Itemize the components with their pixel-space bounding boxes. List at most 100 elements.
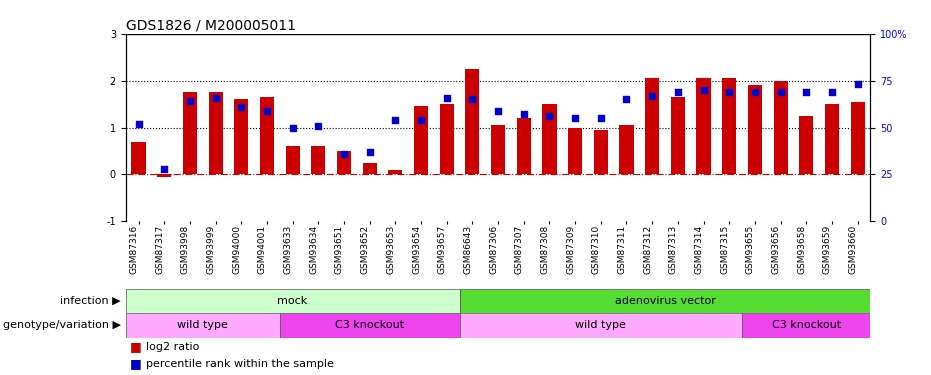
Text: GSM93634: GSM93634	[309, 225, 318, 274]
Bar	[466, 69, 479, 174]
Text: GSM93658: GSM93658	[797, 225, 806, 274]
Bar	[696, 78, 710, 174]
Text: GSM93660: GSM93660	[849, 225, 857, 274]
Text: GSM87307: GSM87307	[515, 225, 524, 274]
Bar	[619, 125, 634, 174]
Bar	[722, 78, 736, 174]
Point	[285, 124, 300, 130]
Text: GSM93999: GSM93999	[207, 225, 216, 274]
Point	[645, 93, 660, 99]
Point	[234, 104, 249, 110]
Text: log2 ratio: log2 ratio	[146, 342, 199, 352]
Bar	[362, 163, 377, 174]
Text: C3 knockout: C3 knockout	[335, 320, 404, 330]
Text: GSM93657: GSM93657	[438, 225, 447, 274]
Text: GSM87315: GSM87315	[721, 225, 729, 274]
Bar	[851, 102, 865, 174]
Bar	[286, 146, 300, 174]
Text: GSM93659: GSM93659	[823, 225, 832, 274]
Text: GSM87309: GSM87309	[566, 225, 575, 274]
Point	[362, 149, 377, 155]
Bar	[748, 86, 762, 174]
Text: infection ▶: infection ▶	[61, 296, 121, 306]
Point	[748, 89, 762, 95]
Bar	[742, 313, 870, 338]
Text: GSM93651: GSM93651	[335, 225, 344, 274]
Point	[799, 89, 814, 95]
Text: GSM93654: GSM93654	[412, 225, 421, 274]
Text: ■: ■	[129, 340, 142, 354]
Point	[413, 117, 428, 123]
Point	[260, 108, 275, 114]
Text: C3 knockout: C3 knockout	[772, 320, 841, 330]
Point	[465, 96, 479, 102]
Bar	[543, 104, 557, 174]
Point	[568, 115, 583, 121]
Point	[336, 151, 351, 157]
Text: adenovirus vector: adenovirus vector	[614, 296, 715, 306]
Text: wild type: wild type	[575, 320, 627, 330]
Bar	[568, 128, 582, 174]
Text: GSM93652: GSM93652	[360, 225, 370, 274]
Text: GSM87312: GSM87312	[643, 225, 653, 274]
Bar	[491, 125, 506, 174]
Bar	[126, 289, 460, 313]
Bar	[157, 174, 171, 177]
Text: GSM87316: GSM87316	[129, 225, 139, 274]
Point	[517, 111, 532, 117]
Text: GSM93998: GSM93998	[181, 225, 190, 274]
Text: percentile rank within the sample: percentile rank within the sample	[146, 359, 334, 369]
Bar	[825, 104, 839, 174]
Bar	[235, 99, 249, 174]
Text: GSM87310: GSM87310	[592, 225, 600, 274]
Point	[722, 89, 736, 95]
Bar	[774, 81, 788, 174]
Text: GSM87313: GSM87313	[668, 225, 678, 274]
Bar	[311, 146, 325, 174]
Point	[773, 89, 788, 95]
Text: GSM93656: GSM93656	[772, 225, 780, 274]
Point	[850, 81, 865, 87]
Text: GSM87308: GSM87308	[541, 225, 549, 274]
Text: wild type: wild type	[177, 320, 228, 330]
Bar	[260, 97, 274, 174]
Text: GSM87314: GSM87314	[695, 225, 704, 274]
Text: GSM87311: GSM87311	[617, 225, 627, 274]
Point	[311, 123, 326, 129]
Point	[593, 115, 608, 121]
Bar	[460, 289, 870, 313]
Point	[439, 94, 454, 100]
Bar	[209, 92, 223, 174]
Bar	[182, 92, 197, 174]
Bar	[388, 170, 402, 174]
Point	[131, 121, 146, 127]
Bar	[126, 313, 280, 338]
Text: genotype/variation ▶: genotype/variation ▶	[3, 320, 121, 330]
Bar	[131, 142, 145, 174]
Bar	[414, 106, 428, 174]
Point	[156, 166, 171, 172]
Point	[542, 113, 557, 119]
Point	[491, 108, 506, 114]
Text: GSM94000: GSM94000	[232, 225, 241, 274]
Text: GSM94001: GSM94001	[258, 225, 267, 274]
Text: GDS1826 / M200005011: GDS1826 / M200005011	[126, 19, 296, 33]
Point	[619, 96, 634, 102]
Text: mock: mock	[277, 296, 308, 306]
Point	[825, 89, 840, 95]
Bar	[439, 104, 453, 174]
Bar	[280, 313, 460, 338]
Text: GSM93653: GSM93653	[386, 225, 396, 274]
Bar	[337, 151, 351, 174]
Point	[696, 87, 711, 93]
Bar	[594, 130, 608, 174]
Bar	[799, 116, 814, 174]
Text: GSM86643: GSM86643	[464, 225, 472, 274]
Bar	[517, 118, 531, 174]
Text: GSM87306: GSM87306	[489, 225, 498, 274]
Point	[182, 98, 197, 104]
Text: GSM93633: GSM93633	[284, 225, 292, 274]
Text: GSM93655: GSM93655	[746, 225, 755, 274]
Bar	[645, 78, 659, 174]
Point	[388, 117, 403, 123]
